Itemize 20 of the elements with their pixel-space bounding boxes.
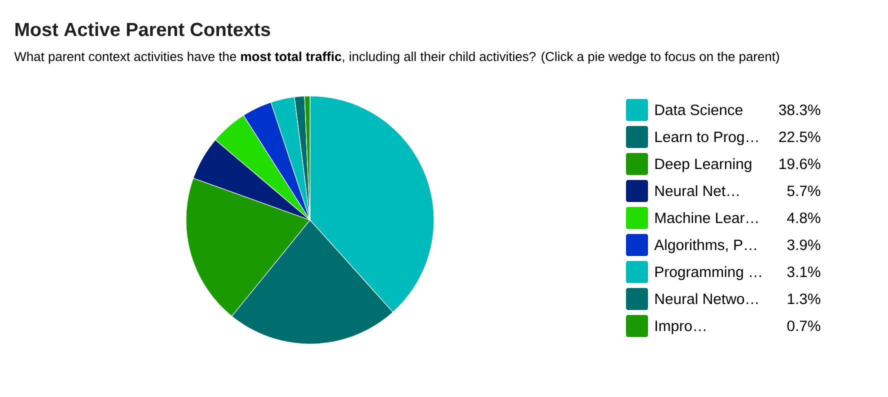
legend-label: Neural Netwo… [655, 293, 758, 304]
legend-label: Neural Net… [655, 185, 739, 196]
data-label: 3.9% [787, 240, 820, 250]
data-label: 4.8% [787, 212, 820, 224]
data-label: 38.3% [778, 104, 820, 116]
data-label: 1.3% [788, 294, 820, 304]
data-label: 3.1% [787, 266, 820, 278]
legend-label: Machine Lear… [655, 212, 758, 224]
legend-label: Data Science [655, 104, 742, 116]
legend-label: Learn to Prog… [655, 132, 758, 146]
data-label: 19.6% [780, 158, 820, 170]
legend-label: Programming … [655, 266, 761, 280]
legend-label: Algorithms, P… [654, 239, 756, 254]
chart-subtitle: What parent context activities have the most total traffic, including all their child activities? (Click a pie wedge to focus on the parent) [14, 52, 780, 64]
chart-title: Most Active Parent Contexts [15, 22, 270, 36]
legend-label: Deep Learning [655, 158, 752, 172]
data-label: 22.5% [779, 132, 820, 142]
data-label: 0.7% [787, 320, 820, 332]
legend-label: Impro… [656, 320, 706, 334]
data-label: 5.7% [787, 186, 820, 196]
